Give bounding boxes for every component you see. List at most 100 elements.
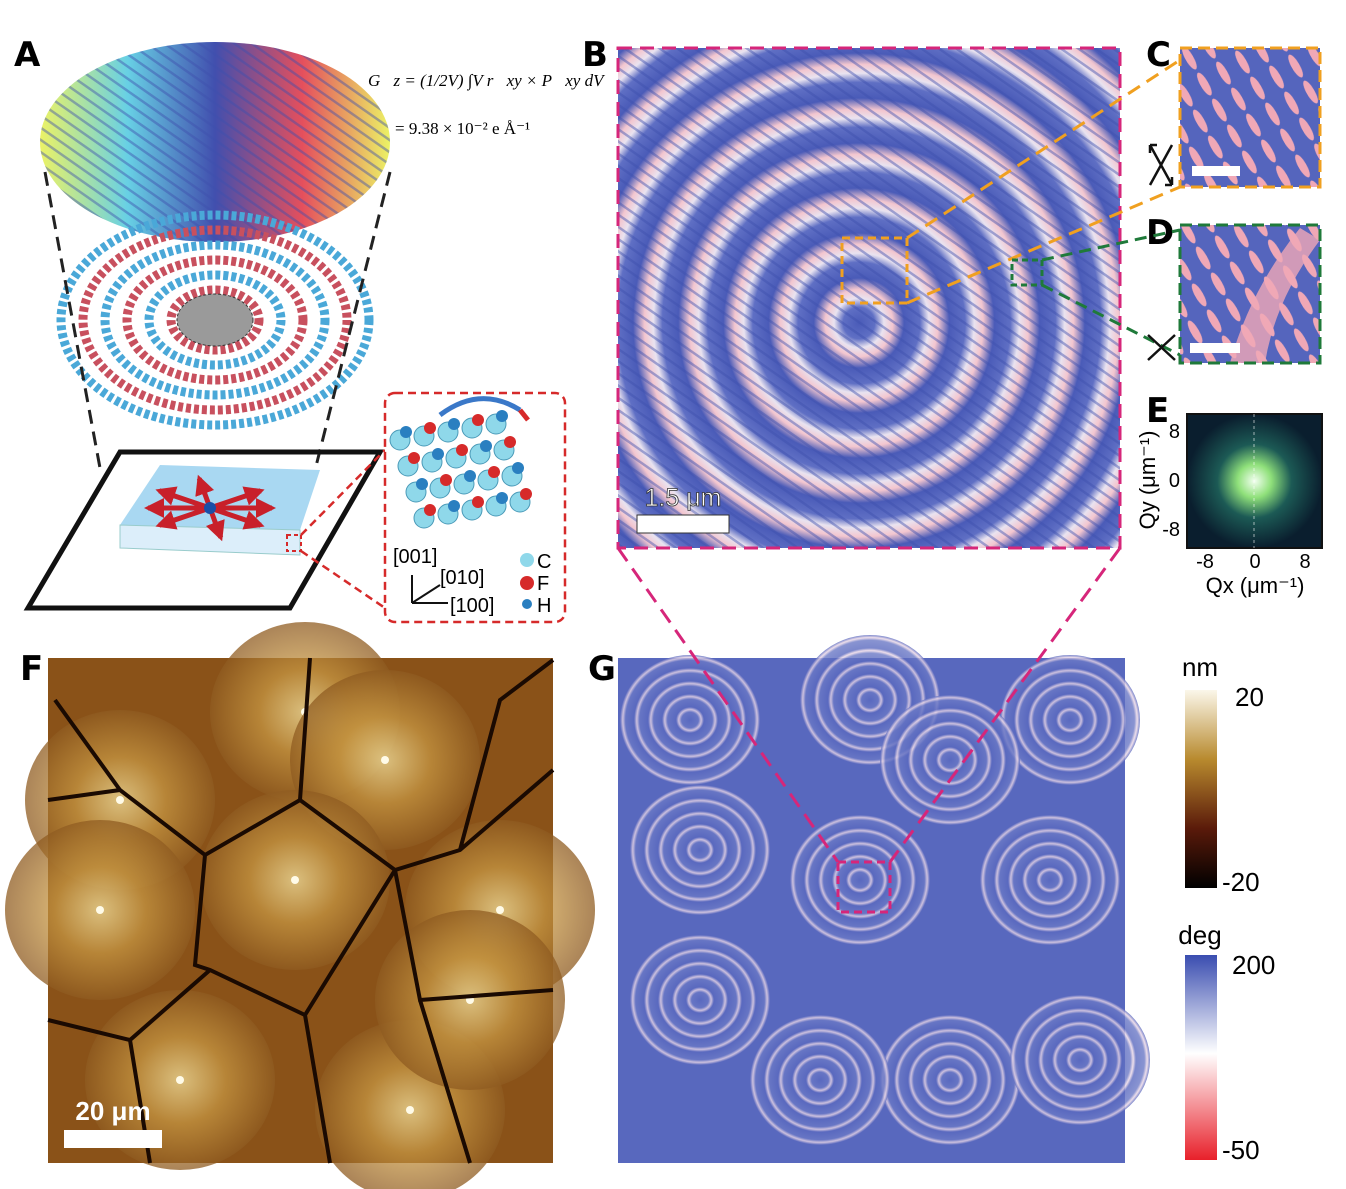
pfm-domains	[620, 635, 1150, 1145]
panel-letter: G	[588, 649, 616, 689]
polarization-arrows	[144, 474, 276, 542]
pfm-zoom	[1180, 48, 1320, 187]
x-axis-label: Qx (μm⁻¹)	[1206, 573, 1305, 598]
panel-e: 8 0 -8 -8 0 8 Qy (μm⁻¹) Qx (μm⁻¹)	[1135, 413, 1323, 598]
domain	[1010, 995, 1150, 1125]
zoom-line	[300, 549, 386, 610]
zoom-box-d	[1010, 258, 1044, 287]
atom	[480, 440, 492, 452]
colorbar-unit: deg	[1178, 920, 1221, 950]
atom	[520, 488, 532, 500]
colorbar-max: 200	[1232, 950, 1275, 980]
substrate-frame	[23, 449, 385, 611]
atom	[416, 478, 428, 490]
domain	[620, 655, 760, 785]
equation-result: = 9.38 × 10⁻² e Å⁻¹	[395, 119, 530, 138]
atom	[432, 448, 444, 460]
domain-center	[116, 796, 124, 804]
direction-label: [100]	[450, 595, 494, 617]
panel-letter: E	[1146, 391, 1169, 431]
colorbar-unit: nm	[1182, 652, 1218, 682]
domain-center	[496, 906, 504, 914]
y-tick-label: -8	[1162, 519, 1180, 541]
atom	[512, 462, 524, 474]
zoom-line	[43, 171, 102, 469]
domain-center	[406, 1106, 414, 1114]
atom	[472, 414, 484, 426]
zoom-line	[906, 185, 1181, 305]
atom	[488, 466, 500, 478]
panel-d	[1147, 223, 1322, 365]
zoom-line	[906, 58, 1181, 240]
atom	[456, 444, 468, 456]
fft-ticks: 8 0 -8 -8 0 8	[1162, 421, 1310, 573]
dipole-ring	[166, 285, 264, 355]
grain-boundaries	[47, 657, 555, 1164]
atom	[400, 426, 412, 438]
domain-center	[176, 1076, 184, 1084]
core	[176, 293, 254, 347]
zoom-line	[616, 547, 840, 863]
ring-stack	[56, 210, 374, 430]
dipole-ring	[100, 240, 330, 400]
arrow	[155, 505, 211, 530]
zoom-line	[300, 449, 386, 536]
film-edge	[119, 524, 301, 556]
x-tick-label: -8	[1196, 551, 1214, 573]
zoom-line	[888, 547, 1122, 863]
direction-label: [010]	[440, 567, 484, 589]
scale-bar	[64, 1130, 162, 1148]
rotation-arrow-head	[518, 408, 530, 422]
arrow	[209, 486, 265, 511]
crystal-structure	[389, 410, 532, 529]
domain	[880, 1015, 1020, 1145]
atom	[424, 422, 436, 434]
dipole-ring	[122, 255, 308, 385]
domain	[980, 815, 1120, 945]
zoom-line	[1041, 228, 1181, 262]
equation: G⃗z = (1/2V) ∫V r⃗xy × P⃗xy dV	[368, 71, 606, 91]
zoom-box-c	[840, 236, 909, 305]
colorbar-min: -20	[1222, 867, 1260, 897]
panel-letter: F	[20, 649, 43, 689]
x-tick-label: 0	[1249, 551, 1260, 573]
center	[204, 502, 216, 514]
atom	[472, 496, 484, 508]
colorbar-min: -50	[1222, 1135, 1260, 1165]
domain-center	[291, 876, 299, 884]
dipole-ring	[78, 225, 352, 415]
dipole-ring	[144, 270, 286, 370]
y-tick-label: 0	[1169, 470, 1180, 492]
atom-label: F	[537, 573, 549, 595]
atom	[448, 418, 460, 430]
atom	[408, 452, 420, 464]
afm-domains	[5, 622, 595, 1189]
scale-label: 20 μm	[75, 1096, 150, 1126]
colorbars: nm 20 -20 deg 200 -50	[1178, 652, 1275, 1165]
panel-letter: A	[14, 35, 41, 75]
atom-key	[522, 599, 532, 609]
colorbar-height	[1185, 690, 1217, 888]
y-axis-label: Qy (μm⁻¹)	[1135, 431, 1160, 530]
arrow	[209, 505, 265, 530]
domain	[790, 815, 930, 945]
rotation-arrow	[438, 396, 522, 418]
domain	[750, 1015, 890, 1145]
panel-b: 1.5 μm	[616, 46, 1181, 550]
film	[120, 465, 320, 530]
scale-label: 1.5 μm	[645, 484, 722, 512]
disk-texture	[40, 42, 390, 242]
frame	[616, 46, 1122, 550]
y-tick-label: 8	[1169, 421, 1180, 443]
atom	[448, 500, 460, 512]
scale-bar	[1192, 166, 1240, 176]
panel-g	[616, 547, 1150, 1163]
atom	[440, 474, 452, 486]
polarization-icon	[1148, 143, 1174, 187]
panel-c	[1148, 46, 1322, 189]
polarization-icon	[1147, 334, 1176, 361]
dipole-ring	[56, 210, 374, 430]
